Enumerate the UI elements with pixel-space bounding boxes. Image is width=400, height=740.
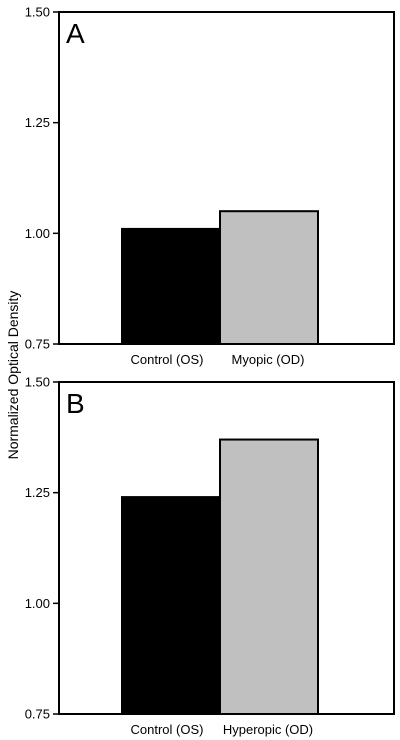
panel-a-letter: A — [66, 18, 85, 49]
x-category-label: Hyperopic (OD) — [223, 722, 313, 737]
y-tick-label: 1.50 — [25, 375, 50, 390]
panel-a-bars — [121, 210, 319, 345]
bar-control — [121, 496, 221, 715]
bar-treated — [219, 210, 319, 345]
y-axis-label: Normalized Optical Density — [5, 291, 21, 460]
panel-b-x-labels: Control (OS) Hyperopic (OD) — [131, 722, 314, 737]
panel-b-y-ticks: 0.75 1.00 1.25 1.50 — [25, 375, 59, 722]
x-category-label: Control (OS) — [131, 722, 204, 737]
panel-b-letter: B — [66, 388, 85, 419]
panel-b: B 0.75 1.00 1.25 1.50 Control (OS) Hyperopic… — [25, 375, 395, 737]
bar-treated — [219, 438, 319, 715]
y-tick-label: 1.25 — [25, 485, 50, 500]
y-tick-label: 1.00 — [25, 596, 50, 611]
panel-a: A 0.75 1.00 1.25 1.50 Control (OS) Myopic (O… — [25, 5, 395, 367]
y-tick-label: 0.75 — [25, 337, 50, 352]
panel-b-bars — [121, 438, 319, 715]
panel-a-y-ticks: 0.75 1.00 1.25 1.50 — [25, 5, 59, 352]
panel-a-x-labels: Control (OS) Myopic (OD) — [131, 352, 305, 367]
y-tick-label: 1.25 — [25, 115, 50, 130]
x-category-label: Control (OS) — [131, 352, 204, 367]
y-tick-label: 1.00 — [25, 226, 50, 241]
y-tick-label: 1.50 — [25, 5, 50, 20]
x-category-label: Myopic (OD) — [232, 352, 305, 367]
bar-control — [121, 227, 221, 345]
y-tick-label: 0.75 — [25, 707, 50, 722]
